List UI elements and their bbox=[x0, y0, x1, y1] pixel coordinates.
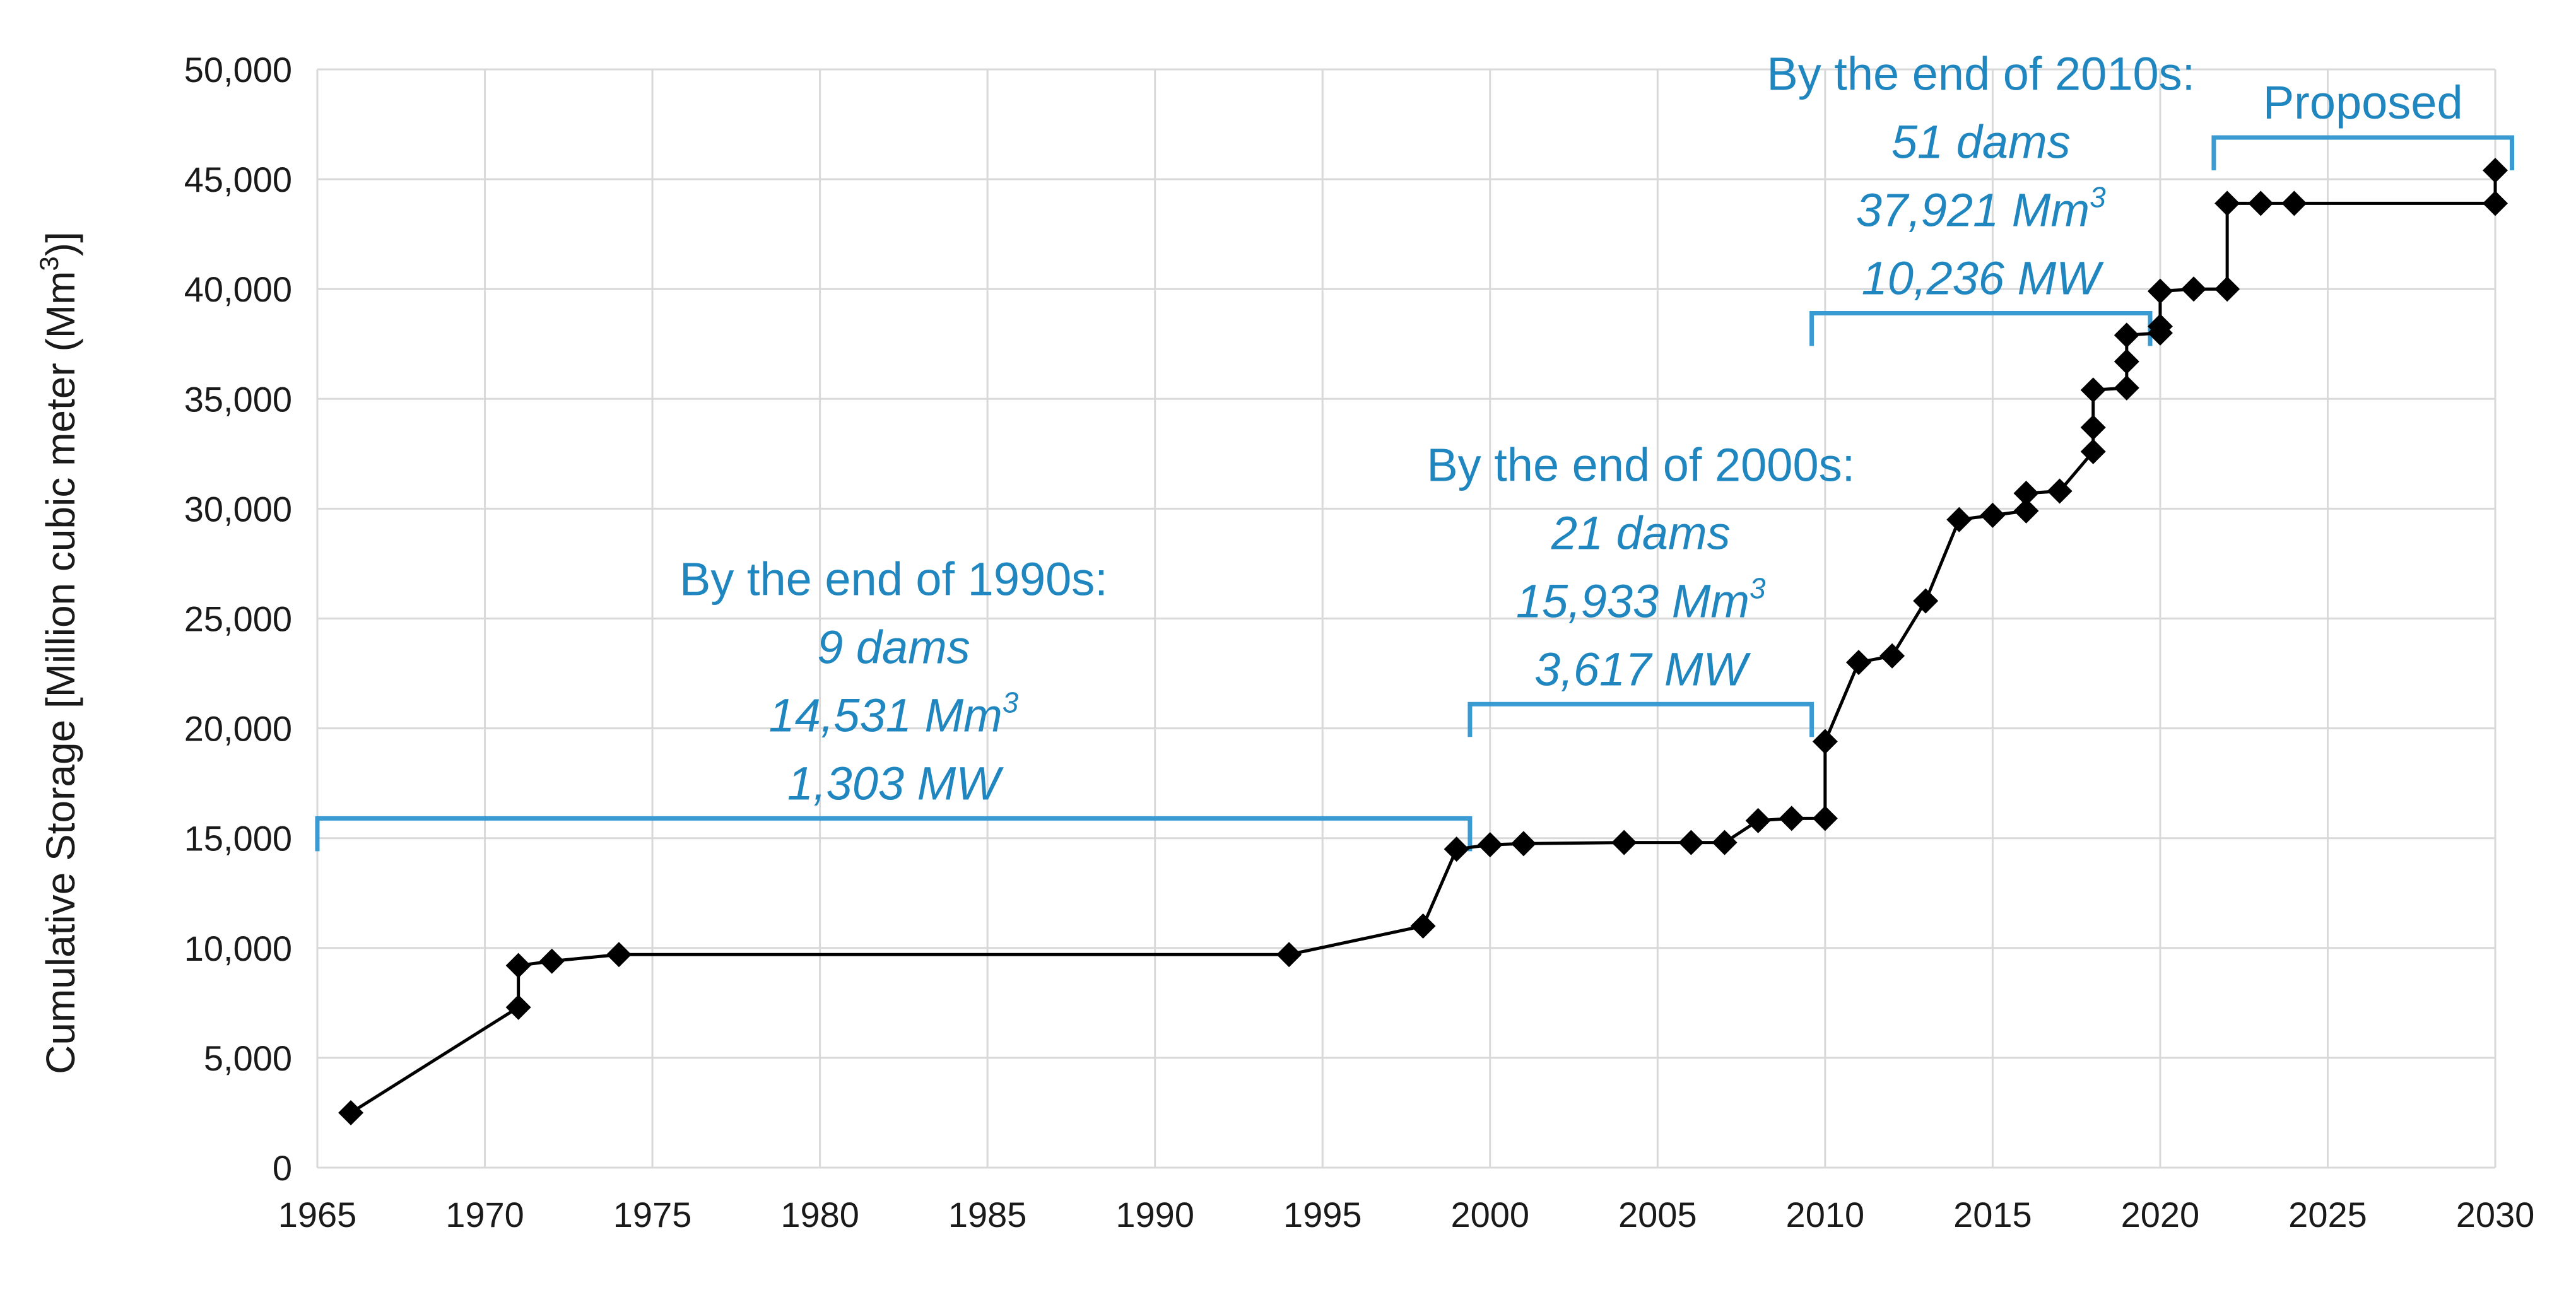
series-line bbox=[350, 170, 2497, 1115]
data-point-marker bbox=[2248, 191, 2274, 216]
storage-series bbox=[338, 158, 2508, 1125]
x-tick-label: 1975 bbox=[613, 1195, 692, 1235]
y-tick-label: 50,000 bbox=[184, 50, 292, 90]
axis-ticks: 1965 1970 1975 1980 1985 1990 1995 2000 2005 2010… bbox=[184, 50, 2535, 1235]
x-tick-label: 2015 bbox=[1953, 1195, 2032, 1235]
data-point-marker bbox=[1477, 832, 1503, 858]
y-tick-label: 15,000 bbox=[184, 819, 292, 859]
y-tick-label: 0 bbox=[273, 1148, 292, 1188]
data-point-marker bbox=[539, 948, 565, 974]
x-tick-label: 1985 bbox=[948, 1195, 1027, 1235]
data-point-marker bbox=[1913, 588, 1939, 614]
x-tick-label: 2000 bbox=[1450, 1195, 1529, 1235]
x-tick-label: 2025 bbox=[2288, 1195, 2367, 1235]
y-tick-label: 40,000 bbox=[184, 269, 292, 309]
data-point-marker bbox=[1276, 942, 1302, 968]
data-point-marker bbox=[1678, 830, 1704, 855]
data-point-marker bbox=[2483, 191, 2508, 216]
data-point-marker bbox=[1611, 830, 1637, 855]
gridlines bbox=[316, 68, 2497, 1169]
annotation-text: 14,531 Mm3 bbox=[769, 686, 1019, 741]
y-axis-title: Cumulative Storage [Million cubic meter … bbox=[34, 232, 83, 1074]
data-point-marker bbox=[2013, 481, 2039, 507]
data-point-marker bbox=[1980, 502, 2006, 528]
y-tick-label: 45,000 bbox=[184, 160, 292, 199]
annotation-text: 1,303 MW bbox=[787, 757, 1004, 809]
data-point-marker bbox=[2047, 478, 2073, 504]
data-point-marker bbox=[1779, 806, 1804, 831]
data-point-marker bbox=[1745, 807, 1771, 833]
y-tick-label: 30,000 bbox=[184, 489, 292, 529]
data-point-marker bbox=[2483, 158, 2508, 184]
x-tick-label: 2030 bbox=[2456, 1195, 2535, 1235]
annotation-text: 37,921 Mm3 bbox=[1856, 181, 2106, 237]
annotation-text: 9 dams bbox=[817, 621, 970, 673]
annotation-text: 51 dams bbox=[1891, 116, 2071, 168]
x-tick-label: 1990 bbox=[1115, 1195, 1194, 1235]
data-point-marker bbox=[505, 994, 531, 1020]
data-point-marker bbox=[2147, 314, 2173, 339]
data-point-marker bbox=[2114, 322, 2139, 348]
annotation-brackets bbox=[315, 135, 2515, 852]
annotation-text: 3,617 MW bbox=[1534, 643, 1751, 695]
annotation-bracket bbox=[1809, 311, 2153, 346]
annotation-text: 21 dams bbox=[1551, 507, 1731, 559]
data-point-marker bbox=[2013, 498, 2039, 524]
data-point-marker bbox=[2181, 276, 2207, 302]
annotation-text: 15,933 Mm3 bbox=[1516, 572, 1766, 627]
data-point-marker bbox=[505, 953, 531, 978]
x-tick-label: 1980 bbox=[780, 1195, 859, 1235]
data-point-marker bbox=[606, 942, 632, 968]
y-tick-label: 35,000 bbox=[184, 379, 292, 419]
annotation-text: Proposed bbox=[2263, 76, 2463, 129]
y-tick-label: 20,000 bbox=[184, 709, 292, 749]
data-point-marker bbox=[2214, 191, 2240, 216]
data-point-marker bbox=[1444, 836, 1469, 862]
x-tick-label: 1970 bbox=[445, 1195, 524, 1235]
data-point-marker bbox=[2147, 278, 2173, 304]
annotation-text: By the end of 2000s: bbox=[1426, 438, 1855, 491]
annotation-bracket bbox=[315, 816, 1473, 852]
annotation-text: By the end of 2010s: bbox=[1767, 48, 2195, 100]
data-point-marker bbox=[2080, 414, 2106, 440]
annotation-text: 10,236 MW bbox=[1862, 252, 2105, 305]
annotations: By the end of 1990s: 9 dams 14,531 Mm3 1,30… bbox=[679, 48, 2463, 810]
x-tick-label: 2010 bbox=[1786, 1195, 1865, 1235]
data-point-marker bbox=[1510, 831, 1536, 857]
annotation-text: By the end of 1990s: bbox=[679, 553, 1108, 605]
data-point-marker bbox=[2214, 276, 2240, 302]
x-tick-label: 1995 bbox=[1283, 1195, 1362, 1235]
y-tick-label: 5,000 bbox=[204, 1038, 292, 1078]
data-point-marker bbox=[2114, 375, 2139, 401]
data-point-marker bbox=[2114, 349, 2139, 375]
data-point-marker bbox=[2080, 377, 2106, 403]
data-point-marker bbox=[1879, 643, 1905, 669]
data-point-marker bbox=[1712, 830, 1738, 855]
data-point-marker bbox=[1946, 507, 1972, 532]
annotation-bracket bbox=[1467, 701, 1814, 737]
x-tick-label: 2005 bbox=[1618, 1195, 1697, 1235]
x-tick-label: 2020 bbox=[2121, 1195, 2200, 1235]
data-point-marker bbox=[1845, 650, 1871, 676]
data-point-marker bbox=[1812, 729, 1838, 754]
annotation-bracket bbox=[2211, 135, 2515, 170]
data-point-marker bbox=[1410, 913, 1436, 939]
y-tick-label: 10,000 bbox=[184, 929, 292, 968]
data-point-marker bbox=[1812, 806, 1838, 831]
x-tick-label: 1965 bbox=[278, 1195, 357, 1235]
data-point-marker bbox=[2080, 438, 2106, 464]
y-tick-label: 25,000 bbox=[184, 599, 292, 639]
data-point-marker bbox=[2281, 191, 2307, 216]
data-point-marker bbox=[338, 1100, 364, 1125]
